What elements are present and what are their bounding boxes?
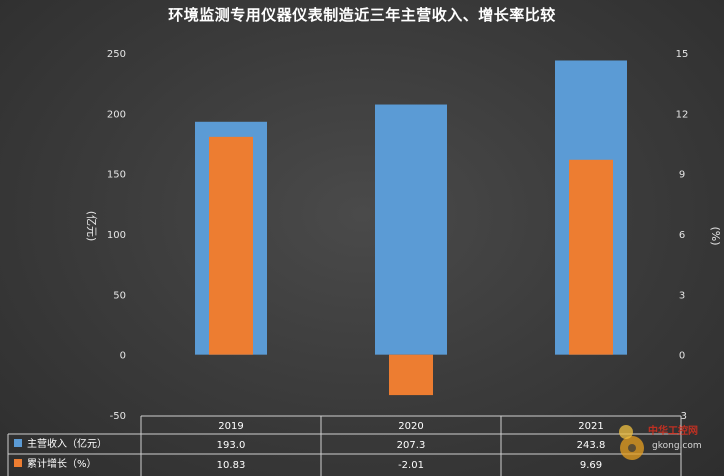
y2-tick-label: 9 [679, 170, 685, 181]
right-axis-ticks: -3 0 3 6 9 12 15 [676, 49, 689, 422]
table-cell-value: 10.83 [217, 460, 246, 471]
bars [195, 60, 627, 396]
data-table: 2019 2020 2021 主营收入（亿元） 193.0 207.3 243.8 累计增长（… [7, 415, 682, 476]
table-cell-value: 207.3 [397, 440, 426, 451]
left-axis-ticks: -50 0 50 100 150 200 250 [107, 49, 126, 422]
table-header-year: 2021 [578, 421, 603, 432]
y2-tick-label: 6 [679, 230, 685, 241]
y2-tick-label: 15 [676, 49, 689, 60]
chart-title: 环境监测专用仪器仪表制造近三年主营收入、增长率比较 [168, 6, 556, 24]
bar-revenue-2020 [375, 104, 447, 355]
y-tick-label: -50 [110, 411, 126, 422]
y2-tick-label: 12 [676, 109, 689, 120]
legend-label: 主营收入（亿元） [27, 437, 107, 450]
legend-label: 累计增长（%） [27, 457, 97, 470]
y-tick-label: 150 [107, 170, 126, 181]
table-header-year: 2020 [398, 421, 423, 432]
y2-tick-label: 0 [679, 351, 685, 362]
table-cell-value: 243.8 [577, 440, 606, 451]
bar-growth-2020 [389, 354, 433, 396]
bar-growth-2021 [569, 159, 613, 355]
y-tick-label: 50 [113, 290, 126, 301]
y2-axis-label: (%) [709, 226, 722, 245]
y-tick-label: 200 [107, 109, 126, 120]
y-tick-label: 0 [120, 351, 126, 362]
bar-growth-2019 [209, 136, 253, 355]
table-cell-value: -2.01 [398, 460, 424, 471]
y2-tick-label: 3 [679, 290, 685, 301]
table-cell-value: 9.69 [580, 460, 602, 471]
legend-swatch [14, 459, 22, 467]
watermark-site: 中华工控网 [648, 424, 698, 437]
y-tick-label: 250 [107, 49, 126, 60]
watermark-logo: 中华工控网 gkong.com [619, 424, 702, 460]
watermark-url: gkong.com [652, 441, 702, 451]
y-tick-label: 100 [107, 230, 126, 241]
legend-swatch [14, 439, 22, 447]
table-cell-value: 193.0 [217, 440, 246, 451]
y2-tick-label: -3 [677, 411, 687, 422]
y-axis-label: (亿元) [85, 211, 98, 242]
table-header-year: 2019 [218, 421, 243, 432]
